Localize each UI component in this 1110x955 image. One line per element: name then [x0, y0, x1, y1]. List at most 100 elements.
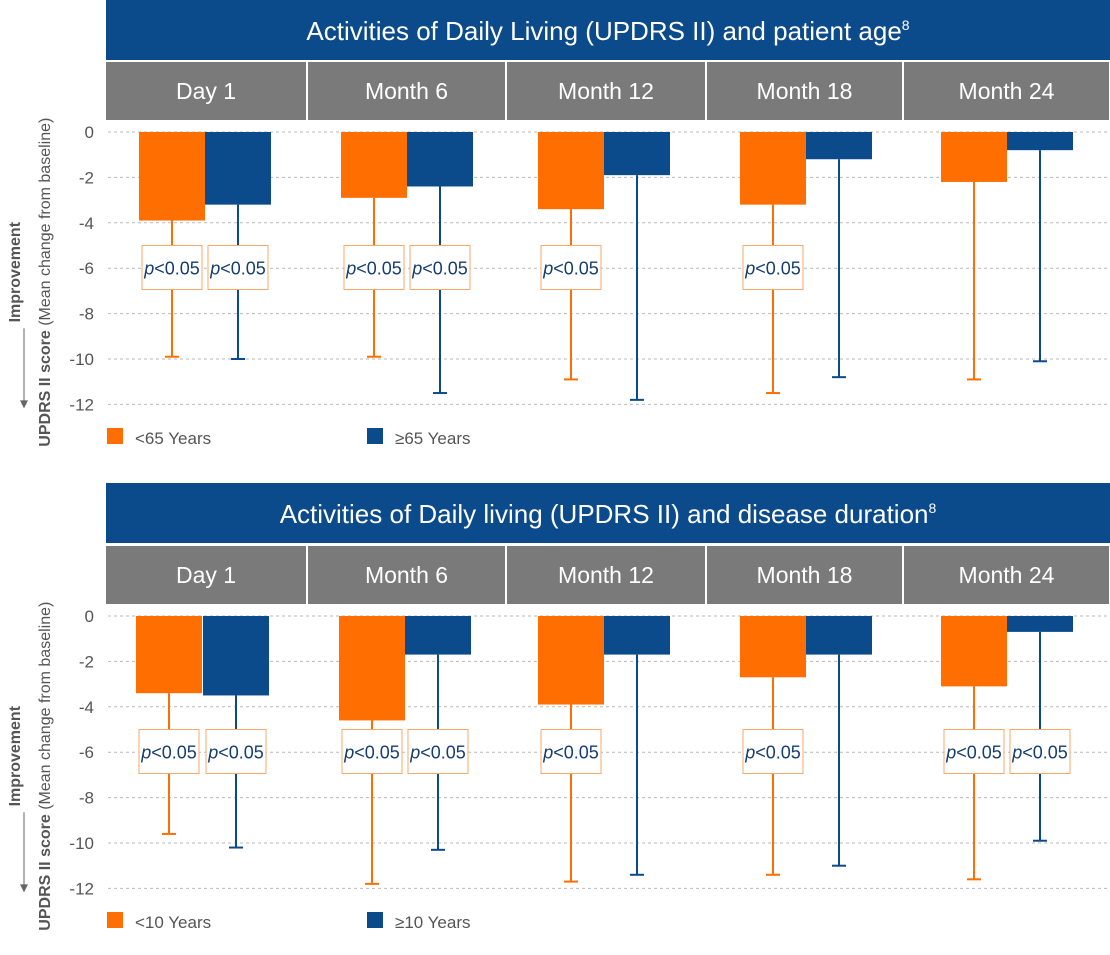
category-header-cell [106, 62, 306, 120]
pvalue-value: <0.05 [422, 259, 468, 279]
pvalue-label: p<0.05 [209, 259, 266, 279]
pvalue-letter: p [343, 743, 354, 763]
pvalue-letter: p [411, 259, 422, 279]
legend-swatch [107, 912, 123, 928]
chart-title-bar [106, 483, 1110, 543]
category-header-label: Month 12 [558, 562, 654, 588]
legend-label: ≥10 Years [395, 913, 471, 932]
chart-panel-1: Activities of Daily Living (UPDRS II) an… [7, 0, 1110, 448]
chart-title-superscript: 8 [902, 17, 910, 33]
y-tick-label: 0 [85, 607, 94, 626]
pvalue-letter: p [207, 743, 218, 763]
pvalue-label: p<0.05 [409, 743, 466, 763]
pvalue-label: p<0.05 [542, 259, 599, 279]
bar [538, 616, 604, 705]
pvalue-box [343, 245, 405, 290]
pvalue-value: <0.05 [1022, 743, 1068, 763]
category-header-label: Month 6 [365, 78, 448, 104]
category-header-cell [106, 546, 306, 604]
chart-title-main: Activities of Daily living (UPDRS II) an… [280, 499, 929, 529]
pvalue-label: p<0.05 [143, 259, 200, 279]
y-tick-label: -8 [79, 789, 94, 808]
pvalue-value: <0.05 [356, 259, 402, 279]
y-tick-label: -8 [79, 305, 94, 324]
legend-label: ≥65 Years [395, 429, 471, 448]
legend-label: <10 Years [135, 913, 211, 932]
pvalue-box [742, 729, 804, 774]
bar [205, 132, 271, 205]
bar [604, 616, 670, 655]
pvalue-label: p<0.05 [140, 743, 197, 763]
y-tick-label: -4 [79, 214, 94, 233]
pvalue-label: p<0.05 [744, 259, 801, 279]
legend-label: <65 Years [135, 429, 211, 448]
bar [136, 616, 202, 694]
bar [740, 616, 806, 678]
pvalue-label: p<0.05 [411, 259, 468, 279]
legend-swatch [367, 912, 383, 928]
y-tick-label: -2 [79, 652, 94, 671]
pvalue-letter: p [209, 259, 220, 279]
y-tick-label: 0 [85, 123, 94, 142]
bar [1007, 132, 1073, 151]
pvalue-value: <0.05 [154, 259, 200, 279]
pvalue-box [407, 729, 469, 774]
category-header-label: Day 1 [176, 78, 236, 104]
bar [203, 616, 269, 696]
category-header-cell [507, 62, 705, 120]
category-header-cell [308, 62, 505, 120]
y-axis-label-rest: (Mean change from baseline) [37, 118, 54, 331]
chart-title: Activities of Daily Living (UPDRS II) an… [306, 16, 909, 46]
bar [341, 132, 407, 198]
pvalue-value: <0.05 [220, 259, 266, 279]
pvalue-letter: p [1011, 743, 1022, 763]
category-header-cell [507, 546, 705, 604]
bar [538, 132, 604, 210]
category-header-cell [904, 62, 1109, 120]
y-tick-label: -10 [69, 834, 94, 853]
pvalue-value: <0.05 [151, 743, 197, 763]
y-tick-label: -2 [79, 168, 94, 187]
category-header-cell [707, 62, 902, 120]
y-axis-label-bold: UPDRS II score [37, 330, 54, 447]
pvalue-value: <0.05 [218, 743, 264, 763]
pvalue-label: p<0.05 [945, 743, 1002, 763]
pvalue-letter: p [345, 259, 356, 279]
pvalue-value: <0.05 [755, 743, 801, 763]
pvalue-box [540, 245, 602, 290]
chart-title-main: Activities of Daily Living (UPDRS II) an… [306, 16, 901, 46]
y-tick-label: -4 [79, 698, 94, 717]
pvalue-letter: p [542, 259, 553, 279]
pvalue-label: p<0.05 [207, 743, 264, 763]
y-tick-label: -12 [69, 879, 94, 898]
pvalue-label: p<0.05 [744, 743, 801, 763]
pvalue-value: <0.05 [956, 743, 1002, 763]
category-header-cell [904, 546, 1109, 604]
pvalue-letter: p [744, 259, 755, 279]
y-tick-label: -6 [79, 259, 94, 278]
category-header-label: Day 1 [176, 562, 236, 588]
category-header-cell [707, 546, 902, 604]
bar [1007, 616, 1073, 632]
category-header-label: Month 24 [959, 78, 1055, 104]
y-axis-label-rest: (Mean change from baseline) [37, 602, 54, 815]
pvalue-box [540, 729, 602, 774]
pvalue-box [943, 729, 1005, 774]
legend-swatch [107, 428, 123, 444]
pvalue-box [138, 729, 200, 774]
bar [405, 616, 471, 655]
pvalue-letter: p [945, 743, 956, 763]
bar [740, 132, 806, 205]
chart-title-bar [106, 0, 1110, 60]
improvement-label: Improvement [7, 705, 24, 806]
category-header-cell [308, 546, 505, 604]
y-axis-label-bold: UPDRS II score [37, 814, 54, 931]
category-header-label: Month 12 [558, 78, 654, 104]
pvalue-value: <0.05 [755, 259, 801, 279]
pvalue-label: p<0.05 [1011, 743, 1068, 763]
pvalue-value: <0.05 [420, 743, 466, 763]
bar [941, 616, 1007, 687]
category-header-label: Month 24 [959, 562, 1055, 588]
chart-panel-2: Activities of Daily living (UPDRS II) an… [7, 483, 1110, 932]
